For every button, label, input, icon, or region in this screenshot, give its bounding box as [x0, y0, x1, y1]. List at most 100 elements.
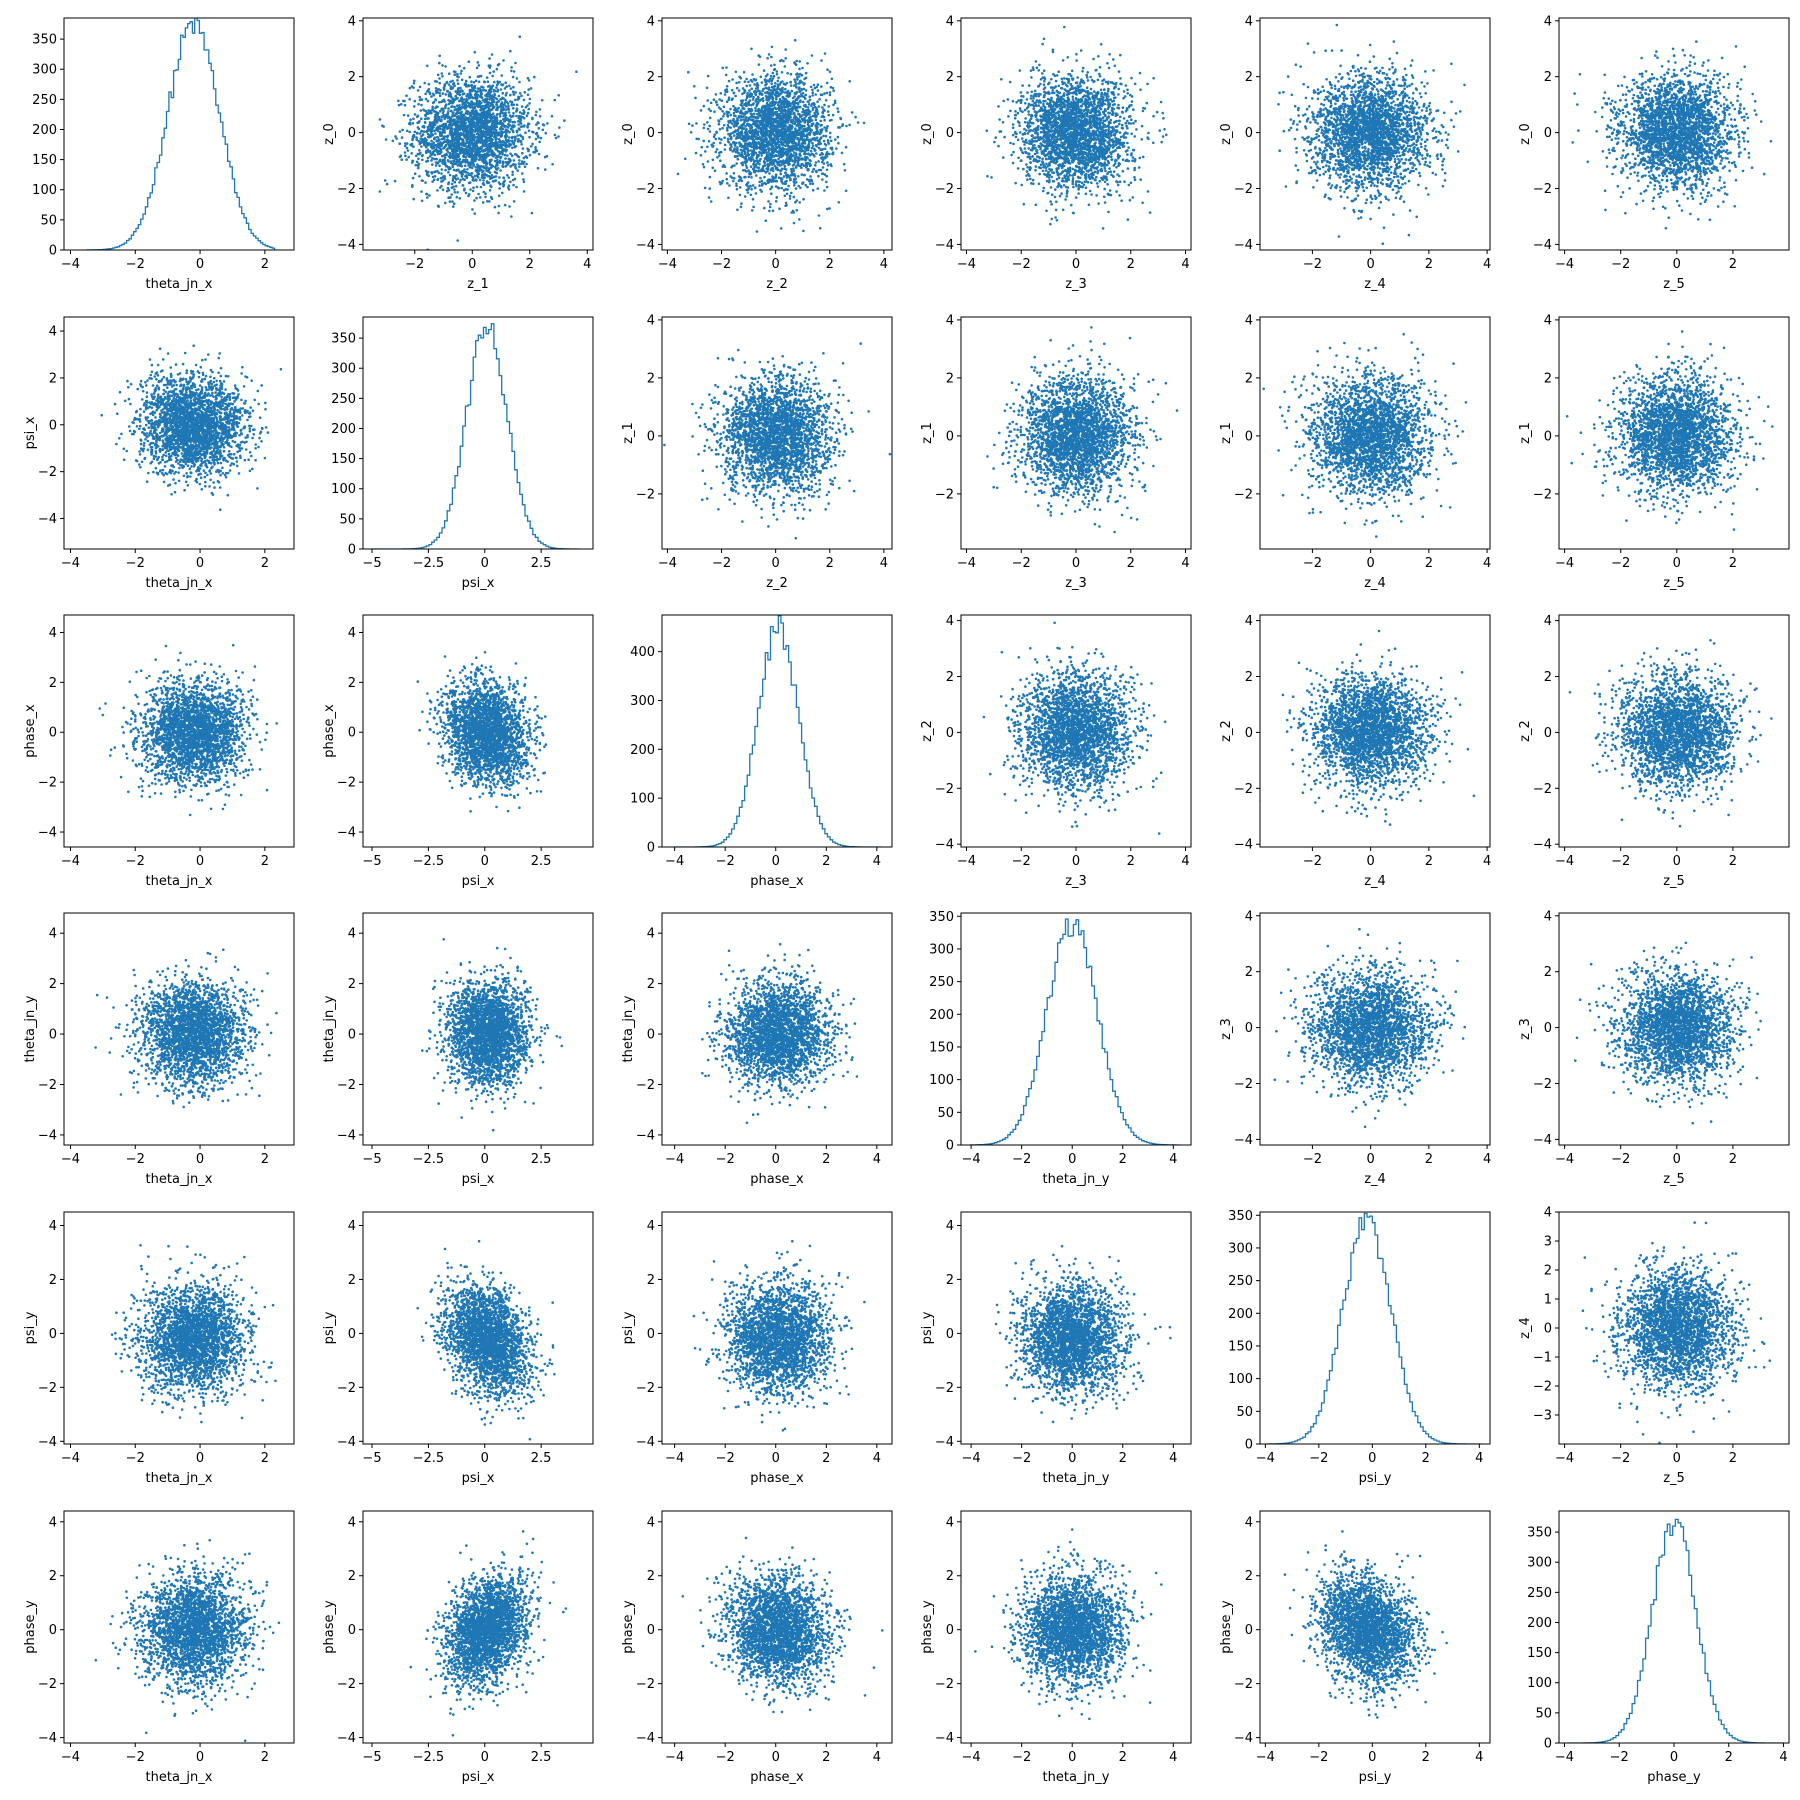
scatter-point: [502, 115, 505, 118]
x-tick-label: −4: [61, 257, 80, 272]
scatter-point: [509, 94, 512, 97]
scatter-point: [763, 176, 766, 179]
scatter-point: [519, 118, 522, 121]
scatter-point: [453, 121, 456, 124]
scatter-point: [470, 156, 473, 159]
scatter-point: [427, 143, 430, 146]
scatter-point: [477, 132, 480, 135]
scatter-point: [765, 83, 768, 86]
scatter-point: [749, 149, 752, 152]
scatter-point: [539, 108, 542, 111]
scatter-point: [508, 85, 511, 88]
scatter-point: [439, 141, 442, 144]
scatter-point: [793, 145, 796, 148]
scatter-point: [770, 75, 773, 78]
scatter-point: [816, 100, 819, 103]
scatter-point: [819, 142, 822, 145]
scatter-point: [811, 171, 814, 174]
scatter-point: [443, 87, 446, 90]
scatter-point: [751, 146, 754, 149]
scatter-point: [497, 82, 500, 85]
scatter-point: [520, 143, 523, 146]
scatter-point: [425, 193, 428, 196]
scatter-point: [815, 119, 818, 122]
scatter-point: [803, 147, 806, 150]
scatter-point: [448, 196, 451, 199]
scatter-point: [419, 132, 422, 135]
scatter-point: [445, 82, 448, 85]
scatter-point: [713, 134, 716, 137]
scatter-point: [495, 86, 498, 89]
scatter-point: [770, 127, 773, 130]
scatter-point: [479, 196, 482, 199]
scatter-point: [450, 105, 453, 108]
scatter-point: [434, 154, 437, 157]
scatter-point: [838, 201, 841, 204]
scatter-point: [413, 82, 416, 85]
scatter-point: [752, 129, 755, 132]
scatter-point: [743, 136, 746, 139]
scatter-point: [775, 101, 778, 104]
scatter-point: [783, 132, 786, 135]
scatter-point: [437, 127, 440, 130]
scatter-point: [845, 190, 848, 193]
scatter-point: [739, 135, 742, 138]
scatter-point: [512, 179, 515, 182]
scatter-point: [788, 136, 791, 139]
scatter-point: [455, 185, 458, 188]
scatter-point: [779, 93, 782, 96]
scatter-point: [551, 163, 554, 166]
scatter-point: [417, 158, 420, 161]
scatter-point: [515, 186, 518, 189]
scatter-point: [815, 152, 818, 155]
scatter-point: [863, 122, 866, 125]
scatter-point: [718, 154, 721, 157]
scatter-point: [758, 111, 761, 114]
scatter-point: [449, 100, 452, 103]
scatter-point: [733, 164, 736, 167]
scatter-point: [812, 168, 815, 171]
scatter-point: [484, 81, 487, 84]
scatter-point: [817, 89, 820, 92]
scatter-point: [457, 154, 460, 157]
scatter-point: [484, 140, 487, 143]
scatter-point: [499, 126, 502, 129]
scatter-point: [794, 136, 797, 139]
scatter-point: [774, 125, 777, 128]
scatter-point: [472, 116, 475, 119]
scatter-point: [763, 69, 766, 72]
scatter-point: [794, 177, 797, 180]
scatter-point: [795, 63, 798, 66]
scatter-point: [538, 127, 541, 130]
scatter-point: [448, 166, 451, 169]
scatter-point: [778, 176, 781, 179]
scatter-point: [497, 100, 500, 103]
scatter-point: [414, 172, 417, 175]
scatter-point: [732, 118, 735, 121]
scatter-point: [413, 80, 416, 83]
scatter-point: [784, 195, 787, 198]
scatter-point: [754, 171, 757, 174]
scatter-point: [486, 111, 489, 114]
scatter-point: [476, 186, 479, 189]
scatter-point: [751, 113, 754, 116]
axes-frame: [64, 18, 294, 250]
scatter-point: [492, 152, 495, 155]
scatter-point: [826, 186, 829, 189]
y-tick-label: −4: [337, 238, 356, 253]
scatter-point: [775, 180, 778, 183]
scatter-point: [418, 149, 421, 152]
scatter-point: [818, 105, 821, 108]
scatter-point: [459, 94, 462, 97]
scatter-point: [749, 142, 752, 145]
scatter-point: [518, 128, 521, 131]
scatter-point: [437, 74, 440, 77]
scatter-point: [820, 120, 823, 123]
scatter-point: [719, 128, 722, 131]
scatter-point: [766, 154, 769, 157]
scatter-point: [735, 71, 738, 74]
scatter-point: [414, 100, 417, 103]
scatter-point: [812, 122, 815, 125]
scatter-point: [379, 118, 382, 121]
scatter-point: [448, 83, 451, 86]
